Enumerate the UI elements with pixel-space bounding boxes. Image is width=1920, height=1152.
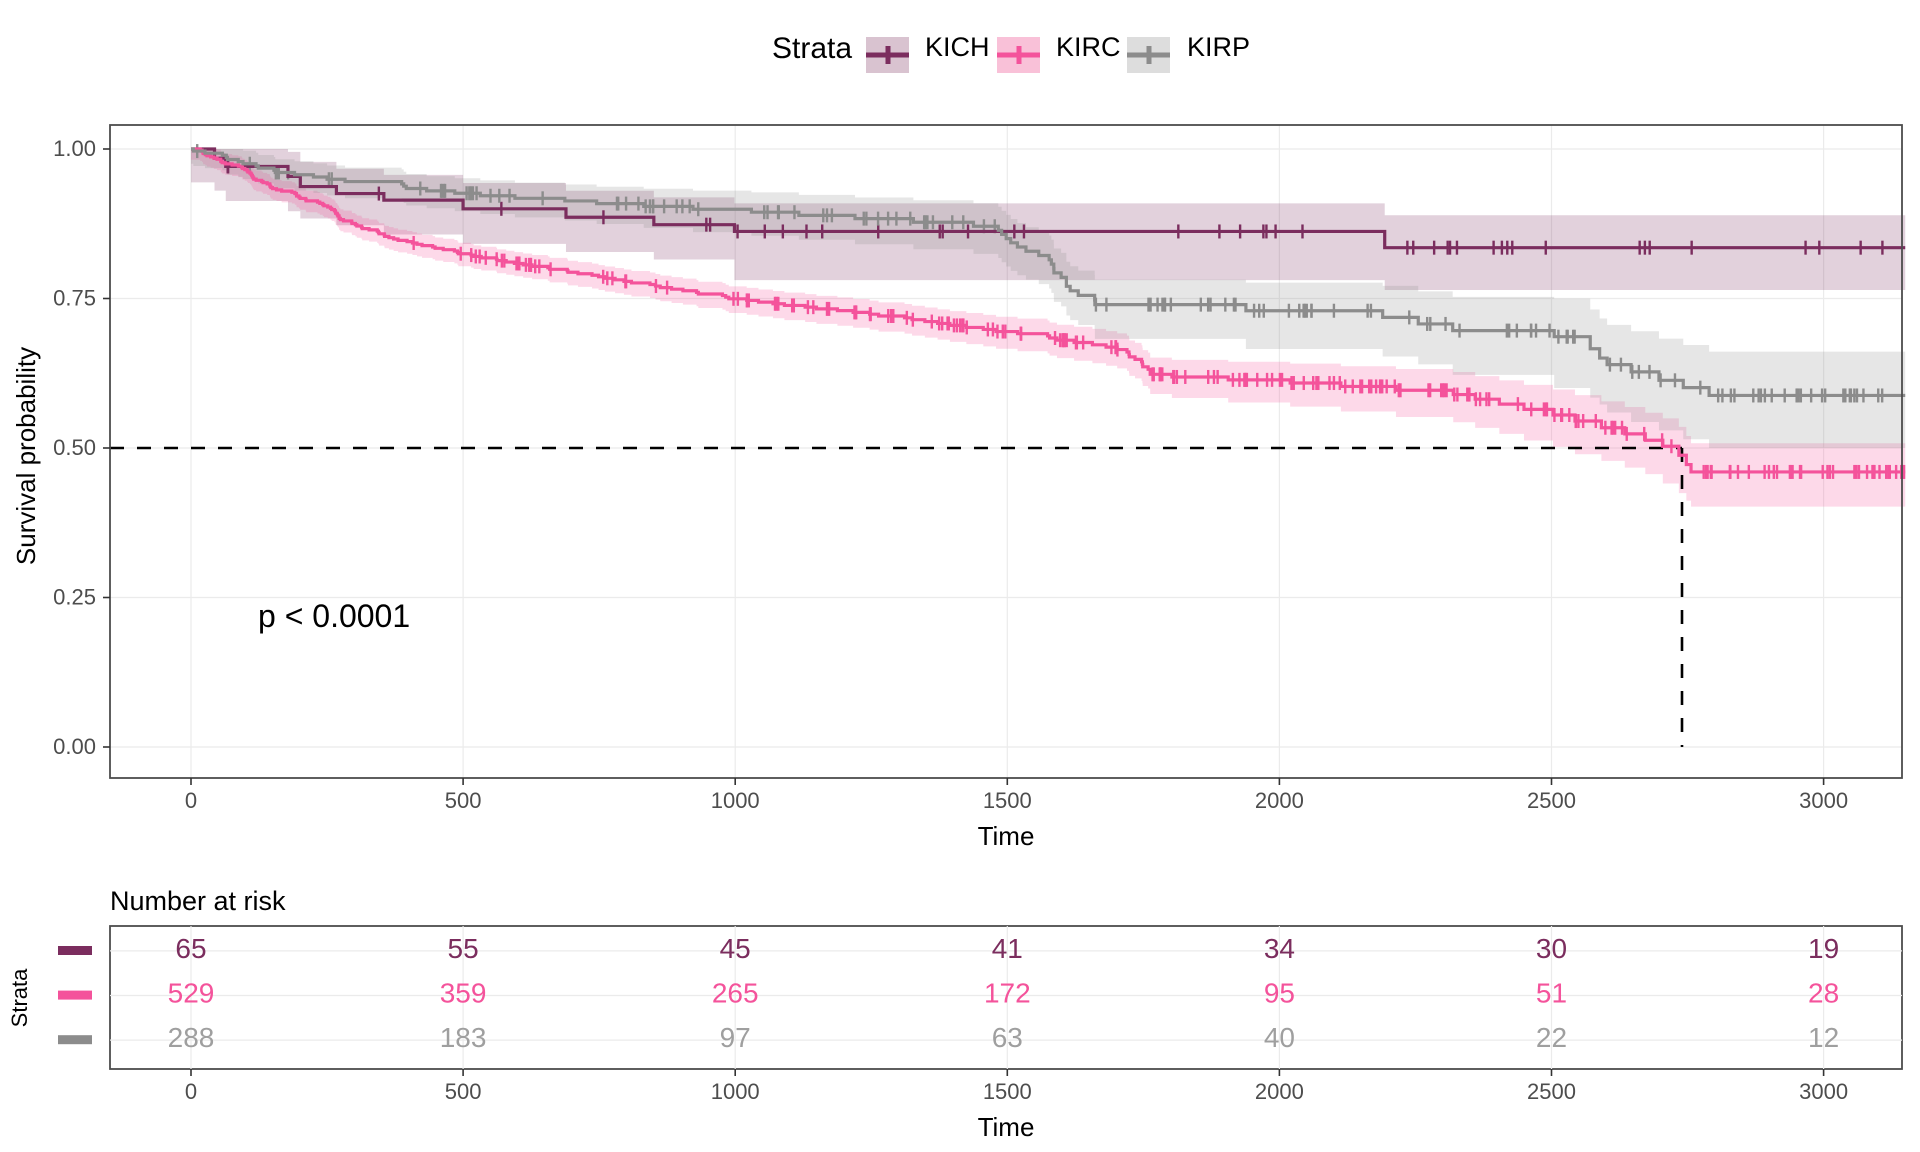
svg-text:2000: 2000 xyxy=(1255,788,1304,813)
svg-text:2500: 2500 xyxy=(1527,1079,1576,1104)
svg-text:Strata: Strata xyxy=(7,968,32,1027)
svg-text:2000: 2000 xyxy=(1255,1079,1304,1104)
svg-text:0.75: 0.75 xyxy=(53,286,96,311)
svg-text:Time: Time xyxy=(978,1112,1035,1142)
svg-text:265: 265 xyxy=(712,978,759,1009)
svg-text:51: 51 xyxy=(1536,978,1567,1009)
svg-text:0.25: 0.25 xyxy=(53,585,96,610)
svg-text:19: 19 xyxy=(1808,933,1839,964)
svg-text:30: 30 xyxy=(1536,933,1567,964)
svg-text:1500: 1500 xyxy=(983,1079,1032,1104)
svg-text:p < 0.0001: p < 0.0001 xyxy=(258,598,410,634)
svg-text:0: 0 xyxy=(185,788,197,813)
svg-text:41: 41 xyxy=(992,933,1023,964)
svg-text:288: 288 xyxy=(168,1022,215,1053)
svg-text:Number at risk: Number at risk xyxy=(110,886,286,916)
svg-text:0.00: 0.00 xyxy=(53,734,96,759)
svg-text:45: 45 xyxy=(720,933,751,964)
svg-text:500: 500 xyxy=(445,1079,482,1104)
svg-text:359: 359 xyxy=(440,978,487,1009)
svg-text:183: 183 xyxy=(440,1022,487,1053)
svg-text:1000: 1000 xyxy=(711,788,760,813)
svg-text:12: 12 xyxy=(1808,1022,1839,1053)
svg-text:22: 22 xyxy=(1536,1022,1567,1053)
svg-text:1.00: 1.00 xyxy=(53,136,96,161)
svg-text:3000: 3000 xyxy=(1799,788,1848,813)
svg-text:40: 40 xyxy=(1264,1022,1295,1053)
svg-text:1000: 1000 xyxy=(711,1079,760,1104)
svg-text:3000: 3000 xyxy=(1799,1079,1848,1104)
svg-text:1500: 1500 xyxy=(983,788,1032,813)
svg-text:0: 0 xyxy=(185,1079,197,1104)
svg-text:529: 529 xyxy=(168,978,215,1009)
svg-text:28: 28 xyxy=(1808,978,1839,1009)
svg-text:500: 500 xyxy=(445,788,482,813)
svg-text:97: 97 xyxy=(720,1022,751,1053)
svg-text:2500: 2500 xyxy=(1527,788,1576,813)
svg-text:95: 95 xyxy=(1264,978,1295,1009)
svg-text:34: 34 xyxy=(1264,933,1295,964)
svg-text:65: 65 xyxy=(175,933,206,964)
svg-text:0.50: 0.50 xyxy=(53,435,96,460)
svg-text:172: 172 xyxy=(984,978,1031,1009)
svg-text:55: 55 xyxy=(448,933,479,964)
svg-text:63: 63 xyxy=(992,1022,1023,1053)
svg-text:Time: Time xyxy=(978,821,1035,851)
svg-text:Survival probability: Survival probability xyxy=(11,347,41,565)
